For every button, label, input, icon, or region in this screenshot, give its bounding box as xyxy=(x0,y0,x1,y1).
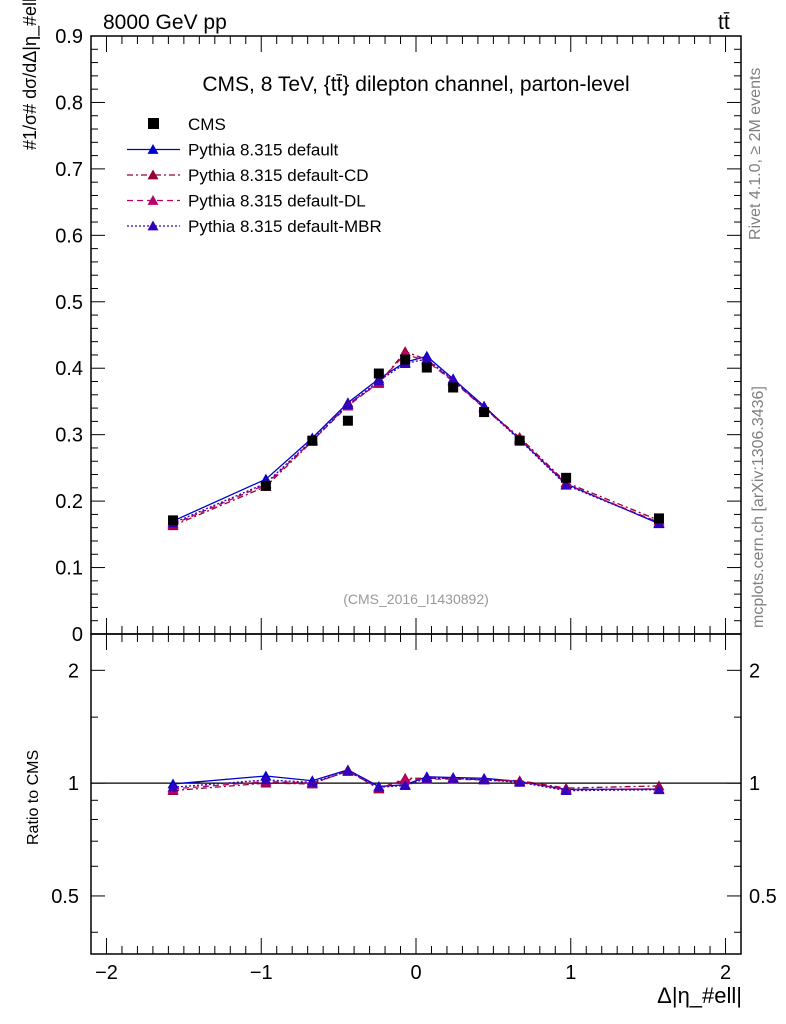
ratio-line-1 xyxy=(172,769,659,792)
ratio-y-axis-title: Ratio to CMS xyxy=(25,750,42,845)
x-axis-title: Δ|η_#ell| xyxy=(657,983,742,1008)
ratio-frame xyxy=(90,633,742,955)
rivet-version-label: Rivet 4.1.0, ≥ 2M events xyxy=(747,68,764,240)
cms-data-point xyxy=(168,515,179,526)
ratio-point-3 xyxy=(514,776,526,787)
series-point-4 xyxy=(560,479,572,490)
cms-data-point xyxy=(373,368,384,379)
series-line-1 xyxy=(172,355,660,525)
main-series xyxy=(167,346,665,531)
ratio-point-3 xyxy=(306,776,318,787)
main-y-ticks: 0 0.1 0.2 0.3 0.4 0.5 0.6 0.7 0.8 0.9 xyxy=(55,26,741,646)
ratio-point-3 xyxy=(560,785,572,796)
cms-data-point xyxy=(514,435,525,446)
cms-data-point xyxy=(342,415,353,426)
legend-entry-label: CMS xyxy=(188,115,226,134)
main-panel: 0 0.1 0.2 0.3 0.4 0.5 0.6 0.7 0.8 0.9 CMS, 8 TeV,… xyxy=(20,0,742,646)
series-line-3 xyxy=(172,353,660,525)
ratio-point-2 xyxy=(399,774,411,785)
legend-entry-label: Pythia 8.315 default-MBR xyxy=(188,217,382,236)
legend-marker xyxy=(147,169,159,180)
series-line-2 xyxy=(172,350,660,527)
cms-data-point xyxy=(653,513,664,524)
x-tick-label: −1 xyxy=(250,962,273,984)
y-tick-label: 0.4 xyxy=(55,358,83,380)
series-line-4 xyxy=(172,358,660,524)
ratio-y-tick-label-right: 0.5 xyxy=(749,886,777,908)
legend-marker xyxy=(147,144,159,154)
ratio-point-3 xyxy=(478,774,490,785)
ratio-point-3 xyxy=(167,781,179,792)
y-tick-label: 0.5 xyxy=(55,292,83,314)
ratio-point-3 xyxy=(342,765,354,776)
ratio-y-ticks: 2 2 1 1 0.5 0.5 xyxy=(51,660,777,933)
series-point-4 xyxy=(342,399,354,410)
ratio-point-3 xyxy=(399,780,411,790)
ratio-point-3 xyxy=(260,774,272,785)
ratio-y-tick-label: 1 xyxy=(68,773,79,795)
ratio-y-tick-label-right: 1 xyxy=(749,773,760,795)
x-tick-label: 2 xyxy=(720,962,731,984)
mcplots-label: mcplots.cern.ch [arXiv:1306.3436] xyxy=(750,386,767,628)
ratio-series xyxy=(167,764,665,796)
y-tick-label: 0.1 xyxy=(55,558,83,580)
legend-marker-cms xyxy=(148,118,159,129)
legend-entry-label: Pythia 8.315 default xyxy=(188,141,339,160)
cms-data-point xyxy=(260,480,271,491)
ratio-line-3 xyxy=(172,770,659,792)
process-label: tt̄ xyxy=(718,11,730,34)
cms-data-point xyxy=(307,435,318,446)
cms-data-point xyxy=(448,382,459,393)
series-point-4 xyxy=(373,375,385,386)
y-tick-label: 0 xyxy=(72,624,83,646)
x-tick-label: −2 xyxy=(95,962,118,984)
series-point-4 xyxy=(447,374,459,385)
ratio-point-3 xyxy=(653,784,665,795)
cms-data-point xyxy=(479,407,490,418)
y-tick-label: 0.9 xyxy=(55,26,83,48)
ratio-panel: 2 2 1 1 0.5 0.5 −2 −1 0 1 2 Ratio to CMS xyxy=(25,633,777,984)
legend-entry-label: Pythia 8.315 default-CD xyxy=(188,166,369,185)
legend-entry-label: Pythia 8.315 default-DL xyxy=(188,192,366,211)
y-tick-label: 0.3 xyxy=(55,425,83,447)
legend: CMS Pythia 8.315 default Pythia 8.315 defa… xyxy=(127,115,382,236)
y-tick-label: 0.2 xyxy=(55,491,83,513)
analysis-watermark: (CMS_2016_I1430892) xyxy=(343,591,489,607)
main-y-axis-title: #1/σ# dσ/dΔ|η_#ell| xyxy=(20,0,41,150)
beam-label: 8000 GeV pp xyxy=(103,11,227,34)
y-tick-label: 0.6 xyxy=(55,225,83,247)
ratio-y-tick-label: 2 xyxy=(68,660,79,682)
ratio-x-ticks: −2 −1 0 1 2 xyxy=(90,634,731,984)
y-tick-label: 0.7 xyxy=(55,159,83,181)
legend-marker xyxy=(147,220,159,231)
ratio-point-3 xyxy=(447,772,459,783)
x-tick-label: 1 xyxy=(565,962,576,984)
main-x-ticks xyxy=(90,36,727,634)
ratio-point-3 xyxy=(373,781,385,792)
series-point-4 xyxy=(421,353,433,364)
x-tick-label: 0 xyxy=(410,962,421,984)
y-tick-label: 0.8 xyxy=(55,92,83,114)
chart-title: CMS, 8 TeV, {tt̄} dilepton channel, part… xyxy=(202,73,629,96)
ratio-line-2 xyxy=(172,770,659,791)
legend-marker xyxy=(147,195,159,205)
cms-data-point xyxy=(421,362,432,373)
ratio-y-tick-label-right: 2 xyxy=(749,660,760,682)
cms-data-point xyxy=(400,354,411,365)
y-axis-title: #1/σ# dσ/dΔ|η_#ell| xyxy=(20,0,41,150)
ratio-y-tick-label: 0.5 xyxy=(51,886,79,908)
cms-data-point xyxy=(561,472,572,483)
ratio-point-3 xyxy=(421,772,433,783)
